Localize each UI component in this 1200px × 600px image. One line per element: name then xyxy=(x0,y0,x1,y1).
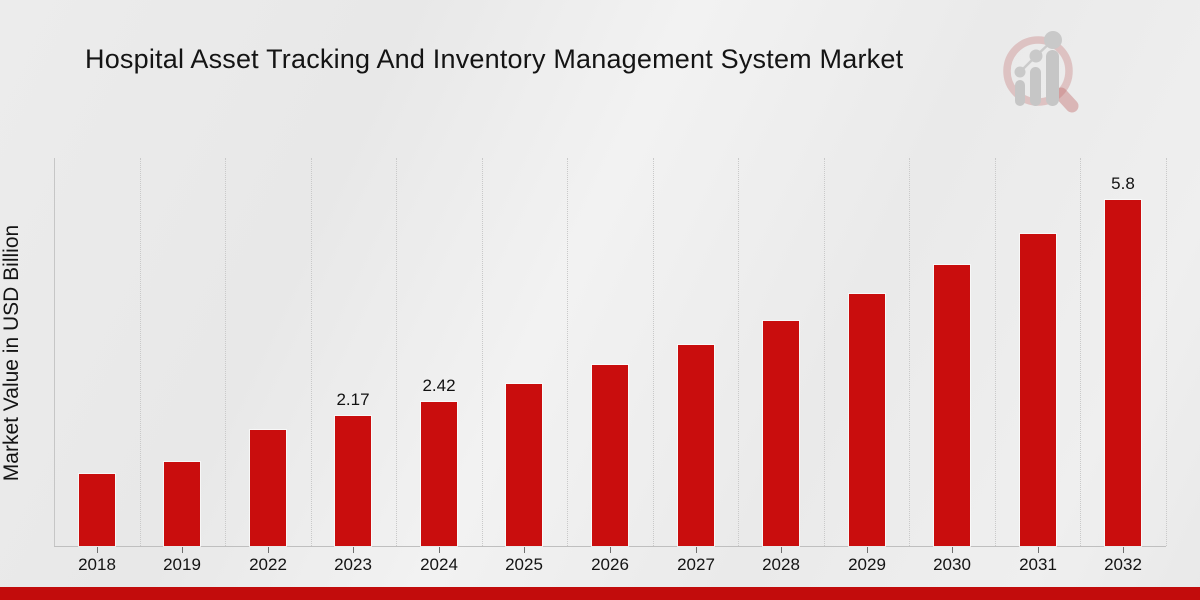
x-axis-label-2032: 2032 xyxy=(1104,555,1142,574)
gridline xyxy=(1080,158,1082,546)
x-axis-label-2019: 2019 xyxy=(163,555,201,574)
bar-2022 xyxy=(249,429,287,547)
x-axis-tick xyxy=(97,547,98,553)
y-axis-label: Market Value in USD Billion xyxy=(0,224,23,482)
x-axis-tick xyxy=(182,547,183,553)
gridline xyxy=(567,158,569,546)
bar-value-label-2024: 2.42 xyxy=(422,376,456,395)
bar-2029 xyxy=(848,293,886,547)
x-axis-tick xyxy=(781,547,782,553)
x-axis-label-2022: 2022 xyxy=(249,555,287,574)
bar-2019 xyxy=(163,461,201,547)
gridline xyxy=(396,158,398,546)
gridline xyxy=(909,158,911,546)
gridline xyxy=(139,158,141,546)
x-axis-tick xyxy=(524,547,525,553)
gridline xyxy=(823,158,825,546)
logo-bar-medium xyxy=(1030,67,1041,106)
gridline xyxy=(994,158,996,546)
logo-dot xyxy=(1044,31,1062,49)
bar-2025 xyxy=(505,383,543,547)
x-axis-label-2026: 2026 xyxy=(591,555,629,574)
magnifier-handle-icon xyxy=(1054,87,1079,113)
x-axis-tick xyxy=(867,547,868,553)
x-axis-tick xyxy=(952,547,953,553)
logo-dot xyxy=(1029,49,1043,63)
x-axis-tick xyxy=(353,547,354,553)
gridline xyxy=(738,158,740,546)
logo-bar-small xyxy=(1015,80,1025,106)
x-axis-label-2024: 2024 xyxy=(420,555,458,574)
x-axis-label-2018: 2018 xyxy=(78,555,116,574)
magnifier-bar-chart-logo xyxy=(1003,31,1079,113)
x-axis-tick xyxy=(696,547,697,553)
x-axis-label-2031: 2031 xyxy=(1019,555,1057,574)
bar-2024 xyxy=(420,401,458,547)
logo-dot xyxy=(1014,66,1026,78)
x-axis-label-2030: 2030 xyxy=(933,555,971,574)
bar-2018 xyxy=(78,473,116,547)
x-axis-line xyxy=(54,546,1166,547)
x-axis-tick xyxy=(1038,547,1039,553)
bar-2030 xyxy=(933,264,971,547)
x-axis-tick xyxy=(610,547,611,553)
gridline xyxy=(310,158,312,546)
logo-bar-large xyxy=(1046,50,1059,106)
x-axis-tick xyxy=(439,547,440,553)
bar-2027 xyxy=(677,344,715,547)
gridline xyxy=(225,158,227,546)
x-axis-tick xyxy=(1123,547,1124,553)
bar-2026 xyxy=(591,364,629,547)
y-axis-line xyxy=(54,158,55,546)
bar-2031 xyxy=(1019,233,1057,547)
x-axis-label-2029: 2029 xyxy=(848,555,886,574)
bar-value-label-2032: 5.8 xyxy=(1111,174,1135,193)
bottom-banner xyxy=(0,587,1200,600)
x-axis-label-2025: 2025 xyxy=(505,555,543,574)
gridline xyxy=(1166,158,1167,546)
bar-2023 xyxy=(334,415,372,547)
gridline xyxy=(652,158,654,546)
bar-value-label-2023: 2.17 xyxy=(336,390,370,409)
x-axis-label-2027: 2027 xyxy=(677,555,715,574)
bar-2028 xyxy=(762,320,800,547)
x-axis-label-2023: 2023 xyxy=(334,555,372,574)
x-axis-label-2028: 2028 xyxy=(762,555,800,574)
gridline xyxy=(481,158,483,546)
chart-title: Hospital Asset Tracking And Inventory Ma… xyxy=(85,44,904,74)
bar-2032 xyxy=(1104,199,1142,547)
x-axis-tick xyxy=(268,547,269,553)
